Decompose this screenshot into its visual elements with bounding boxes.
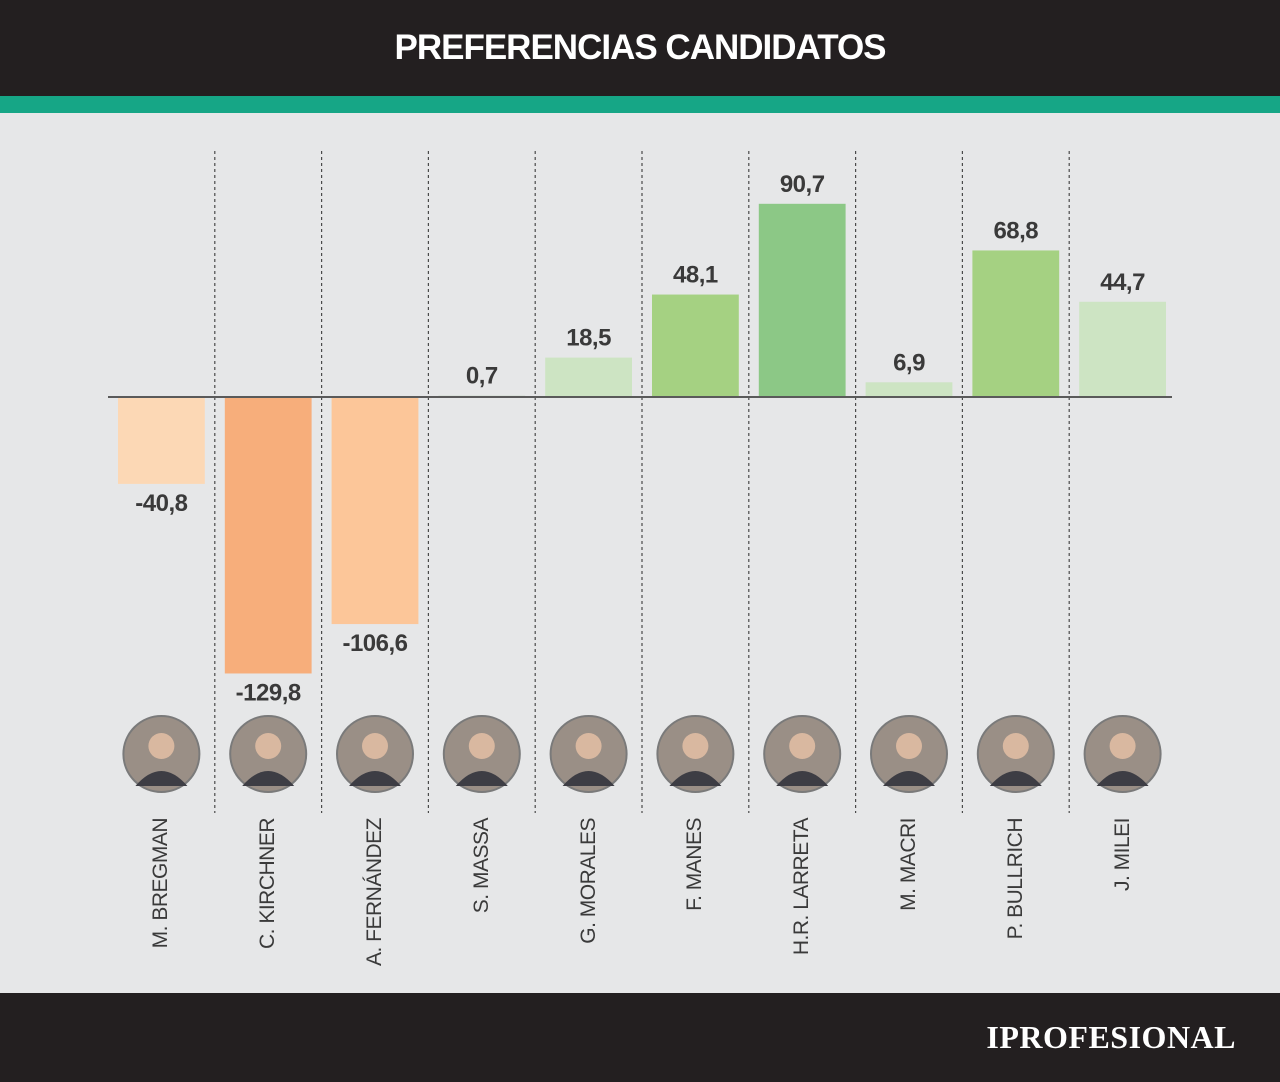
data-label: -106,6: [342, 630, 407, 657]
portrait-shoulders-icon: [669, 771, 722, 786]
portrait-shoulders-icon: [989, 771, 1042, 786]
candidate-names: M. BREGMAN C. KIRCHNER A. FERNÁNDEZ S. MASS…: [0, 818, 1280, 966]
bar: [972, 250, 1060, 397]
chart-area: -40,8 -129,8 -106,6 0,7 18,5 48,1 90,7 6,9 68,8 4…: [0, 113, 1280, 993]
data-label: -129,8: [236, 679, 301, 706]
candidate-name: F. MANES: [683, 818, 707, 911]
portrait-shoulders-icon: [562, 771, 615, 786]
bar: [865, 382, 953, 397]
candidate-name: H.R. LARRETA: [790, 818, 814, 956]
data-label: 6,9: [893, 349, 925, 376]
bar: [652, 294, 739, 397]
candidate-name: G. MORALES: [576, 818, 600, 944]
candidate-name: P. BULLRICH: [1003, 818, 1027, 940]
chart-title: PREFERENCIAS CANDIDATOS: [394, 28, 886, 67]
portrait-face-icon: [1109, 733, 1136, 759]
accent-stripe: [0, 96, 1280, 113]
candidate-name: A. FERNÁNDEZ: [363, 818, 386, 967]
footer: IPROFESIONAL: [0, 993, 1280, 1082]
portrait-face-icon: [468, 733, 495, 759]
portrait-face-icon: [1002, 733, 1029, 759]
portrait-face-icon: [789, 733, 816, 759]
portrait-face-icon: [148, 733, 175, 759]
bar: [545, 357, 632, 397]
brand-logo: IPROFESIONAL: [986, 1019, 1236, 1055]
portrait-shoulders-icon: [242, 771, 295, 786]
data-label: 90,7: [780, 171, 825, 198]
bar-chart: -40,8 -129,8 -106,6 0,7 18,5 48,1 90,7 6,9 68,8 4…: [108, 151, 1172, 813]
bar: [118, 397, 205, 484]
portrait-shoulders-icon: [776, 771, 829, 786]
portrait-face-icon: [896, 733, 922, 759]
data-label: 44,7: [1100, 269, 1145, 296]
portrait-face-icon: [362, 733, 388, 759]
portrait-shoulders-icon: [349, 771, 401, 786]
portrait-shoulders-icon: [883, 771, 935, 786]
data-label: 68,8: [993, 217, 1038, 244]
candidate-name: M. MACRI: [897, 818, 920, 911]
portrait-shoulders-icon: [135, 771, 188, 786]
data-label: -40,8: [135, 490, 187, 517]
portrait-face-icon: [682, 733, 709, 759]
portrait-face-icon: [575, 733, 602, 759]
data-label: 48,1: [673, 262, 718, 289]
portrait-face-icon: [255, 733, 282, 759]
portrait-shoulders-icon: [1096, 771, 1149, 786]
candidate-name: M. BREGMAN: [149, 818, 173, 949]
data-label: 18,5: [566, 325, 611, 352]
bar: [331, 397, 419, 625]
data-label: 0,7: [466, 363, 498, 390]
bar: [758, 203, 846, 397]
bar: [1079, 301, 1166, 397]
chart-header: PREFERENCIAS CANDIDATOS: [0, 0, 1280, 96]
portrait-shoulders-icon: [455, 771, 508, 786]
candidate-name: S. MASSA: [469, 818, 493, 914]
bar: [224, 397, 312, 674]
candidate-name: J. MILEI: [1110, 818, 1134, 892]
candidate-name: C. KIRCHNER: [256, 818, 280, 950]
